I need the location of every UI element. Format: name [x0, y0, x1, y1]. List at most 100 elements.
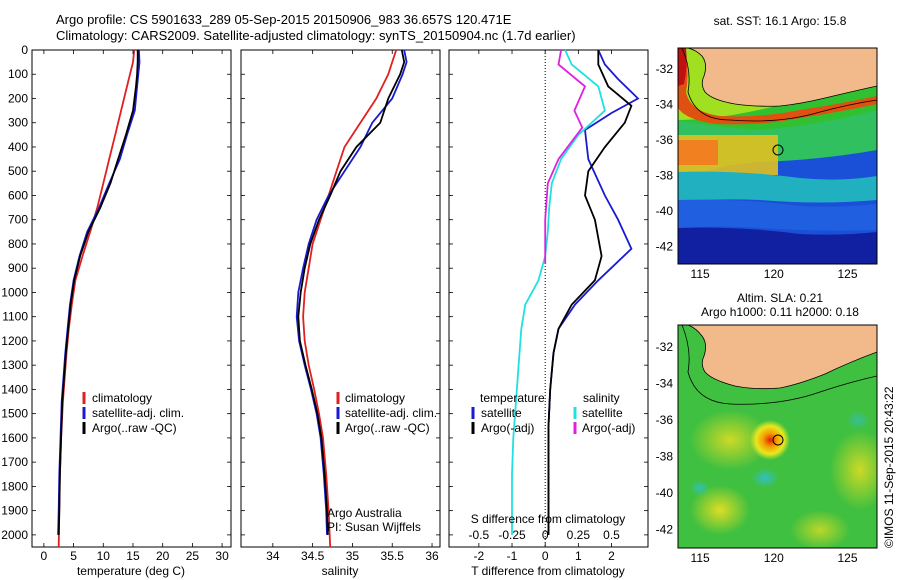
s-tick-label: -0.5	[469, 528, 490, 542]
x-tick-label: 30	[215, 549, 229, 563]
depth-tick-label: 600	[8, 188, 28, 202]
s-tick-label: -0.25	[498, 528, 526, 542]
series-argo-raw-qc-	[297, 49, 406, 535]
sst-map-title: sat. SST: 16.1 Argo: 15.8	[714, 14, 847, 28]
x-tick-label: 35.5	[381, 549, 405, 563]
pi-note: PI: Susan Wijffels	[327, 520, 421, 534]
lat-tick-label: -38	[656, 450, 674, 464]
x-tick-label: -1	[507, 549, 518, 563]
depth-tick-label: 1800	[1, 479, 28, 493]
lat-tick-label: -32	[656, 62, 674, 76]
salinity-legend: climatology satellite-adj. clim. Argo(..…	[336, 391, 437, 435]
legend-temperature-title: temperature	[480, 391, 545, 405]
x-tick-label: -2	[474, 549, 485, 563]
depth-tick-label: 200	[8, 91, 28, 105]
legend-t-argo: Argo(-adj)	[481, 421, 534, 435]
depth-tick-label: 1900	[1, 504, 28, 518]
series-t-argo-adj-	[547, 50, 633, 535]
x-tick-label: 2	[608, 549, 615, 563]
depth-tick-label: 300	[8, 116, 28, 130]
s-difference-xlabel: S difference from climatology	[471, 512, 626, 526]
axis-ticks: 0100200300400500600700800900100011001200…	[1, 43, 648, 563]
lon-tick-label: 115	[691, 551, 710, 565]
climatology-title: Climatology: CARS2009. Satellite-adjuste…	[56, 28, 576, 43]
x-tick-label: 34.5	[301, 549, 325, 563]
legend-t-satellite: satellite	[481, 406, 522, 420]
x-tick-label: 5	[70, 549, 77, 563]
lon-tick-label: 115	[691, 267, 710, 281]
lon-tick-label: 125	[838, 267, 858, 281]
legend-climatology: climatology	[92, 391, 152, 405]
depth-tick-label: 500	[8, 164, 28, 178]
sla-map	[678, 325, 877, 548]
lon-tick-label: 120	[764, 551, 784, 565]
difference-series	[511, 49, 640, 535]
s-tick-label: 0.5	[603, 528, 620, 542]
lon-tick-label: 125	[838, 551, 858, 565]
depth-tick-label: 1700	[1, 455, 28, 469]
depth-tick-label: 800	[8, 237, 28, 251]
t-difference-xlabel: T difference from climatology	[471, 564, 625, 578]
temperature-xlabel: temperature (deg C)	[77, 564, 185, 578]
s-tick-label: 0	[542, 528, 549, 542]
sla-map-title-1: Altim. SLA: 0.21	[737, 291, 823, 305]
x-tick-label: 10	[97, 549, 111, 563]
depth-tick-label: 100	[8, 67, 28, 81]
x-tick-label: 34	[266, 549, 280, 563]
lat-tick-label: -36	[656, 133, 674, 147]
series-s-argo-adj-	[544, 49, 587, 264]
salinity-panel	[240, 49, 441, 548]
institution-note: Argo Australia	[327, 506, 402, 520]
depth-tick-label: 1200	[1, 334, 28, 348]
map-axis-ticks: 115 120 125 -32 -34 -36 -38 -40 -42 115 120 125 -32 -…	[656, 62, 858, 565]
difference-panel	[448, 49, 649, 548]
lat-tick-label: -40	[656, 486, 674, 500]
salinity-xlabel: salinity	[322, 564, 359, 578]
series-s-satellite	[511, 49, 606, 535]
lat-tick-label: -40	[656, 204, 674, 218]
depth-tick-label: 0	[21, 43, 28, 57]
legend-s-satellite: satellite	[582, 406, 623, 420]
lon-tick-label: 120	[764, 267, 784, 281]
x-tick-label: 35	[346, 549, 360, 563]
lat-tick-label: -34	[656, 376, 674, 390]
profile-location-marker	[772, 434, 784, 446]
figure-header: Argo profile: CS 5901633_289 05-Sep-2015…	[0, 0, 660, 48]
depth-tick-label: 400	[8, 140, 28, 154]
lat-tick-label: -42	[656, 523, 674, 537]
temperature-series	[57, 49, 141, 548]
depth-tick-label: 1600	[1, 431, 28, 445]
profile-title: Argo profile: CS 5901633_289 05-Sep-2015…	[56, 12, 512, 27]
difference-legend: temperature satellite Argo(-adj) salinit…	[471, 391, 635, 435]
profile-location-marker	[772, 144, 784, 156]
lat-tick-label: -36	[656, 413, 674, 427]
legend-argo-raw: Argo(..raw -QC)	[92, 421, 177, 435]
lat-tick-label: -32	[656, 340, 674, 354]
sst-map	[678, 48, 877, 264]
series-satellite-adj-clim-	[57, 49, 141, 535]
temperature-panel	[31, 49, 232, 548]
series-satellite-adj-clim-	[295, 49, 408, 535]
depth-tick-label: 1100	[2, 310, 28, 324]
x-tick-label: 0	[542, 549, 549, 563]
x-tick-label: 25	[186, 549, 200, 563]
s-tick-label: 0.25	[567, 528, 591, 542]
lat-tick-label: -38	[656, 168, 674, 182]
depth-tick-label: 1000	[1, 285, 28, 299]
imos-timestamp: ©IMOS 11-Sep-2015 20:43:22	[882, 386, 896, 548]
lat-tick-label: -34	[656, 98, 674, 112]
x-tick-label: 20	[156, 549, 170, 563]
depth-tick-label: 1300	[1, 358, 28, 372]
legend-climatology: climatology	[345, 391, 405, 405]
x-tick-label: 0	[41, 549, 48, 563]
legend-argo-raw: Argo(..raw -QC)	[345, 421, 430, 435]
legend-s-argo: Argo(-adj)	[582, 421, 635, 435]
legend-satellite-adj: satellite-adj. clim.	[345, 406, 437, 420]
depth-tick-label: 700	[8, 213, 28, 227]
sla-map-title-2: Argo h1000: 0.11 h2000: 0.18	[701, 305, 859, 319]
legend-salinity-title: salinity	[583, 391, 620, 405]
legend-satellite-adj: satellite-adj. clim.	[92, 406, 184, 420]
depth-tick-label: 1500	[1, 407, 28, 421]
depth-tick-label: 1400	[1, 382, 28, 396]
